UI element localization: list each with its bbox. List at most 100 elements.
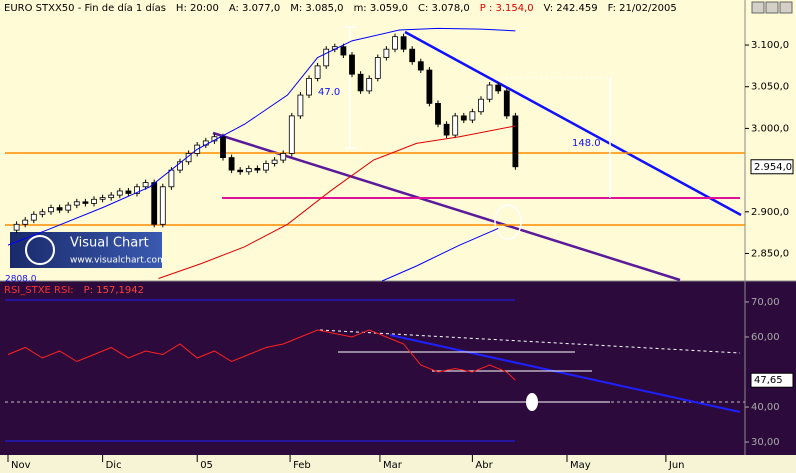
candle: [366, 77, 373, 92]
candle: [125, 190, 132, 194]
rsi-panel: [0, 281, 796, 455]
candle: [495, 84, 502, 92]
header-text: C: 3.078,0: [418, 3, 470, 14]
x-tick-label: Mar: [383, 460, 403, 471]
y-tick-label: 3.000,0: [751, 123, 789, 134]
watermark-title: Visual Chart: [70, 236, 149, 251]
header-text: EURO STXX50 - Fin de día 1 días: [4, 2, 166, 14]
candle: [288, 115, 295, 154]
candle: [13, 223, 20, 231]
candle: [280, 153, 287, 161]
candle: [435, 102, 441, 125]
moving-average: [381, 228, 499, 282]
candle: [168, 169, 175, 188]
candle: [39, 211, 46, 215]
candle: [452, 115, 459, 136]
candle: [177, 161, 183, 171]
y-tick-label: 60,00: [751, 332, 780, 343]
candle: [323, 48, 330, 67]
last-value-box: [750, 372, 794, 388]
x-tick-label: Jun: [668, 460, 685, 471]
candle: [254, 168, 261, 171]
header-text: H: 20:00: [176, 3, 219, 14]
candle: [142, 182, 149, 188]
candle: [22, 219, 29, 225]
rsi-line: [7, 329, 516, 381]
header-text: F: 21/02/2005: [608, 3, 677, 14]
candle: [30, 213, 37, 221]
candle: [65, 204, 72, 211]
candle: [73, 201, 80, 206]
candle: [56, 207, 63, 211]
x-tick-label: 05: [200, 460, 213, 471]
candle: [443, 123, 450, 136]
header-text: M: 3.085,0: [290, 3, 343, 14]
x-tick-label: May: [570, 460, 591, 471]
watermark: [10, 232, 162, 268]
candle: [469, 111, 476, 121]
x-tick-label: Feb: [293, 460, 311, 471]
candle: [263, 163, 269, 171]
header-text: m: 3.059,0: [354, 3, 408, 14]
candle: [503, 90, 510, 117]
candle: [478, 98, 484, 113]
candle: [306, 77, 312, 96]
candle: [392, 36, 398, 50]
candle: [116, 190, 123, 196]
watermark-url: www.visualchart.com: [70, 256, 166, 266]
candle: [48, 207, 54, 213]
rsi-trend: [319, 329, 741, 354]
candle: [357, 73, 364, 92]
window-button[interactable]: [765, 1, 779, 14]
x-axis-strip: [0, 455, 796, 473]
last-value-box: [750, 159, 794, 175]
candle: [134, 186, 140, 194]
logo: [25, 235, 55, 265]
header-text: V: 242.459: [544, 3, 598, 14]
annotation: 2808,0: [5, 275, 37, 285]
x-tick-label: Abr: [475, 460, 493, 471]
candle: [383, 48, 390, 58]
y-tick-label: 2.850,0: [751, 248, 789, 259]
highlight-circle: [494, 204, 522, 240]
moving-average: [7, 27, 516, 246]
candle: [108, 194, 115, 199]
candle: [237, 169, 244, 173]
header-text: P: 157,1942: [84, 285, 144, 296]
x-tick-label: Nov: [11, 460, 31, 471]
y-tick-label: 3.050,0: [751, 82, 789, 93]
header-text: RSI_STXE RSI:: [4, 285, 74, 296]
y-tick-label: 30,00: [751, 437, 780, 448]
moving-average: [158, 125, 516, 279]
candle: [220, 136, 226, 158]
header-text: P : 3.154,0: [480, 3, 534, 14]
candle: [486, 84, 493, 100]
candle: [245, 168, 252, 173]
rsi-trend: [389, 334, 741, 413]
candle: [512, 115, 519, 168]
candle: [159, 186, 166, 225]
annotation: 148.0: [572, 138, 601, 149]
window-button[interactable]: [779, 1, 793, 14]
candle: [417, 61, 424, 71]
candle: [400, 36, 407, 50]
candle: [228, 157, 235, 171]
candle: [340, 46, 347, 56]
candle: [374, 57, 381, 79]
candle: [297, 94, 304, 117]
annotation: 47.0: [318, 87, 340, 98]
y-tick-label: 2.900,0: [751, 207, 789, 218]
trend-line: [212, 131, 681, 282]
last-value-label: 2.954,0: [754, 162, 792, 173]
trend-line: [404, 30, 742, 217]
window-button[interactable]: [751, 1, 765, 14]
candle: [409, 48, 416, 63]
y-tick-label: 40,00: [751, 402, 780, 413]
candle: [99, 197, 106, 200]
candle: [91, 198, 97, 204]
highlight-circle: [526, 393, 538, 411]
y-tick-label: 3.100,0: [751, 40, 789, 51]
candle: [460, 115, 467, 121]
y-tick-label: 70,00: [751, 297, 780, 308]
